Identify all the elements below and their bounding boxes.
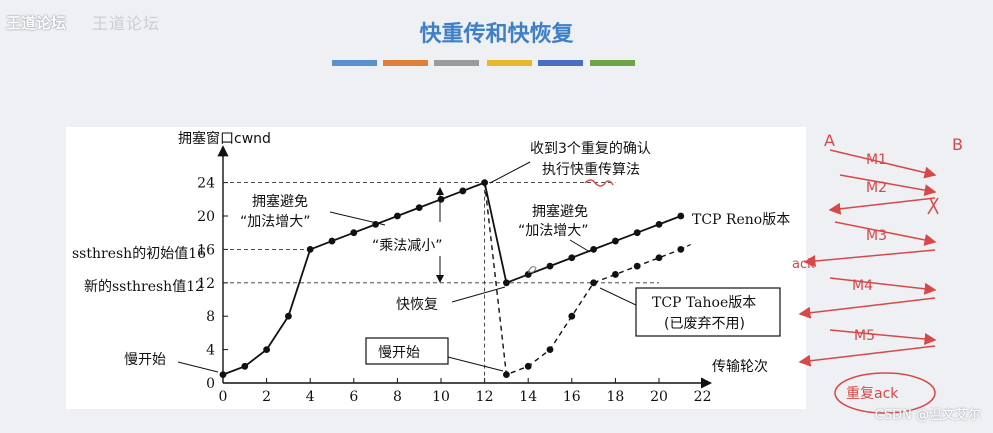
x-axis-label: 传输轮次 [712,359,768,375]
data-point-tahoe [590,279,597,287]
color-bar-5 [538,60,583,66]
y-tick-label: 20 [197,209,215,225]
data-point-reno [263,346,270,353]
x-tick-label: 0 [219,389,228,405]
x-tick-label: 2 [262,389,271,405]
y-tick-label: 16 [197,242,215,258]
data-point-tahoe [677,246,685,253]
data-point-tahoe [546,346,554,353]
x-tick-label: 6 [349,389,358,405]
label-ssthresh-init: ssthresh的初始值16 [72,245,206,262]
data-point-reno [590,246,597,253]
label-ca2-line1: 拥塞避免 [532,203,588,220]
label-mult-dec: “乘法减小” [372,238,443,254]
annot-B: B [952,135,963,154]
data-point-reno [546,262,554,270]
data-point-reno [350,229,358,237]
label-ssthresh-new: 新的ssthresh值12 [84,279,204,295]
x-tick-label: 18 [606,389,624,405]
label-slow-start-2: 慢开始 [378,344,420,361]
annot-ack: ack [792,257,815,272]
red-annotations [798,149,939,414]
data-point-reno [285,312,292,320]
data-point-reno [633,229,641,237]
data-point-reno [328,237,336,245]
data-point-reno [677,212,685,220]
red-scribble-mark [527,266,537,273]
annot-M2: M2 [866,180,887,196]
label-fast-recovery: 快恢复 [396,296,438,313]
label-ca2-line2: “加法增大” [518,223,589,239]
data-point-tahoe [503,371,510,379]
data-point-tahoe [612,271,619,278]
watermark: CSDN @温文艾尔 [874,408,981,423]
tahoe-box [635,287,781,337]
data-point-tahoe [568,312,576,320]
label-ca1-line1: 拥塞避免 [252,193,308,210]
data-point-tahoe [633,262,641,270]
pointer-ca2 [569,239,591,253]
series-line-reno [222,181,682,376]
x-tick-label: 20 [650,389,668,405]
label-tahoe-2: (已废弃不用) [664,316,745,332]
data-point-reno [568,254,576,262]
color-bar-4 [487,60,532,66]
x-tick-label: 8 [393,389,402,405]
y-tick-label: 4 [206,343,215,359]
page-title: 快重传和快恢复 [419,22,574,47]
slow-start-2-box [365,337,449,365]
pointer-tahoe [599,287,637,306]
label-dup-ack-2: 执行快重传算法 [542,162,640,178]
data-point-reno [415,204,423,212]
data-point-reno [503,279,510,287]
series-line-tahoe [483,182,682,376]
color-bar-2 [383,60,428,66]
x-tick-label: 12 [476,389,494,405]
data-point-reno [481,179,488,187]
pointer-fast-recovery [451,286,506,303]
data-point-reno [437,195,445,203]
annot-M4: M4 [852,278,873,294]
pointer-slow-start-1 [177,361,219,373]
data-point-reno [459,187,467,195]
data-point-reno [219,371,227,379]
annot-dup-ack: 重复ack [846,385,899,402]
label-ca1-line2: “加法增大” [240,214,311,230]
data-point-reno [655,220,663,228]
pointer-ca1 [329,211,386,226]
color-bar-1 [332,60,377,66]
data-point-tahoe [655,254,663,262]
pointer-slow-start-2 [447,356,504,372]
label-slow-start-1: 慢开始 [124,351,166,368]
y-tick-label: 24 [197,176,215,192]
annot-M3: M3 [866,228,887,244]
data-point-tahoe [524,362,532,370]
label-reno: TCP Reno版本 [692,212,790,228]
annot-M1: M1 [866,152,887,168]
x-tick-label: 16 [563,389,581,405]
data-point-reno [394,212,401,220]
label-dup-ack-1: 收到3个重复的确认 [530,140,651,157]
data-point-reno [306,246,314,253]
color-bar-3 [434,60,479,66]
red-scribble-underline [584,179,614,187]
data-point-reno [241,362,249,370]
color-bar-6 [590,60,635,66]
x-tick-label: 22 [694,389,712,405]
x-tick-label: 4 [306,389,315,405]
label-tahoe-1: TCP Tahoe版本 [652,295,756,311]
y-tick-label: 12 [197,276,215,292]
y-axis-label: 拥塞窗口cwnd [178,130,271,147]
annot-A: A [824,131,835,150]
annot-M5: M5 [854,328,875,344]
x-tick-label: 10 [432,389,450,405]
site-logo-script: 王道论坛 [92,14,161,33]
x-tick-label: 14 [519,389,537,405]
data-point-reno [612,237,619,245]
y-tick-label: 8 [206,309,215,325]
site-logo: 王道论坛 [6,14,67,32]
pointer-dup-ack [489,161,531,184]
y-tick-label: 0 [206,376,215,392]
